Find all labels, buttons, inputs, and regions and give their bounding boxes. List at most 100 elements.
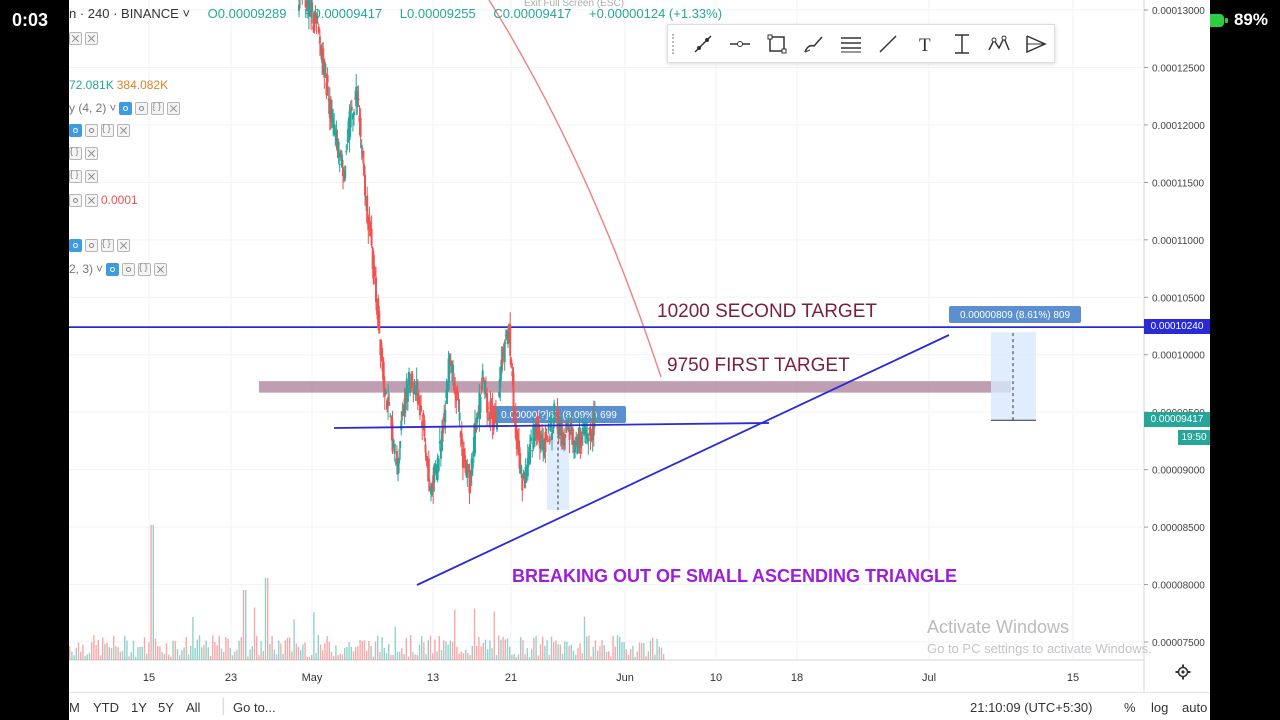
remove-icon[interactable]: [85, 193, 98, 207]
visibility-icon[interactable]: [69, 124, 82, 137]
chevron-down-icon[interactable]: ˅: [109, 101, 117, 115]
remove-icon[interactable]: [154, 262, 168, 276]
volume-bar: [163, 653, 165, 660]
source-code-icon[interactable]: [101, 238, 114, 252]
source-code-icon[interactable]: [101, 123, 114, 137]
candle-body: [532, 426, 535, 449]
arrow-line-tool-icon[interactable]: [684, 25, 721, 62]
candle-body: [587, 437, 590, 442]
volume-bar: [385, 653, 388, 660]
volume-bar: [69, 646, 71, 660]
price-range-tool-icon[interactable]: [943, 25, 980, 62]
volume-bar: [458, 653, 460, 660]
volume-bar: [500, 639, 502, 660]
candle-body: [548, 436, 551, 442]
legend-close: C0.00009417: [493, 6, 572, 21]
candle-body: [326, 75, 329, 83]
volume-bar: [71, 651, 73, 660]
volume-bar: [372, 656, 374, 660]
volume-bar: [374, 641, 377, 660]
range-button-all[interactable]: All: [186, 700, 201, 715]
rectangle-tool-icon[interactable]: [758, 25, 795, 62]
remove-icon[interactable]: [117, 239, 130, 252]
parallel-lines-tool-icon[interactable]: [832, 25, 869, 62]
visibility-icon[interactable]: [119, 101, 133, 115]
utc-clock[interactable]: 21:10:09 (UTC+5:30): [970, 700, 1093, 715]
percent-scale-toggle[interactable]: %: [1124, 700, 1136, 715]
goto-date-button[interactable]: Go to...: [233, 700, 276, 715]
volume-bar: [344, 647, 346, 660]
visibility-icon[interactable]: [106, 262, 120, 276]
remove-icon[interactable]: [69, 32, 82, 45]
volume-bar: [317, 635, 319, 660]
text-tool-icon[interactable]: T: [906, 25, 943, 62]
range-button-5y[interactable]: 5Y: [158, 700, 174, 715]
source-code-icon[interactable]: [151, 101, 165, 115]
candle-body: [562, 432, 564, 436]
candle-body: [366, 195, 369, 223]
volume-bar: [99, 655, 102, 660]
volume-bar: [187, 654, 190, 660]
range-button-ytd[interactable]: YTD: [93, 700, 119, 715]
remove-icon[interactable]: [117, 124, 130, 137]
settings-icon[interactable]: [135, 101, 149, 115]
gear-icon[interactable]: [1175, 664, 1191, 680]
candle-body: [367, 218, 370, 231]
auto-scale-toggle[interactable]: auto: [1182, 700, 1208, 715]
visibility-icon[interactable]: [69, 239, 82, 252]
candle-body: [316, 22, 319, 24]
candle-body: [359, 118, 362, 137]
volume-bar: [465, 649, 467, 660]
source-code-icon[interactable]: [69, 169, 82, 183]
volume-bar: [315, 653, 317, 660]
remove-icon[interactable]: [167, 101, 181, 115]
candle-body: [521, 474, 524, 491]
source-code-icon[interactable]: [69, 146, 82, 160]
volume-bar: [132, 640, 135, 660]
brush-tool-icon[interactable]: [795, 25, 832, 62]
price-tick-label: 0.00007500: [1152, 638, 1205, 649]
trend-line-tool-icon[interactable]: [869, 25, 906, 62]
range-button-1y[interactable]: 1Y: [131, 700, 147, 715]
candle-body: [298, 4, 300, 11]
volume-bar: [601, 640, 603, 660]
horizontal-ray-tool-icon[interactable]: [721, 25, 758, 62]
candle-body: [584, 423, 586, 435]
candle-body: [377, 298, 380, 328]
source-code-icon[interactable]: [138, 262, 152, 276]
volume-bar: [440, 650, 443, 660]
pattern-tool-icon[interactable]: [980, 25, 1017, 62]
symbol-dropdown-icon[interactable]: ˅: [182, 6, 191, 21]
price-tick-label: 0.00013000: [1152, 6, 1205, 17]
remove-icon[interactable]: [85, 170, 98, 183]
settings-icon[interactable]: [85, 239, 98, 252]
candle-body: [414, 391, 417, 395]
toolbar-drag-handle[interactable]: [672, 33, 684, 54]
settings-icon[interactable]: [85, 124, 98, 137]
candle-body: [553, 403, 556, 416]
candle-body: [307, 1, 310, 16]
volume-bar: [528, 656, 531, 660]
candle-body: [537, 423, 540, 436]
remove-icon[interactable]: [85, 32, 98, 45]
settings-icon[interactable]: [69, 193, 82, 207]
settings-icon[interactable]: [122, 262, 136, 276]
volume-bar: [198, 635, 201, 660]
candle-body: [401, 412, 404, 416]
volume-bar: [165, 643, 168, 660]
remove-icon[interactable]: [85, 147, 98, 160]
projection-tool-icon[interactable]: [1017, 25, 1054, 62]
log-scale-toggle[interactable]: log: [1151, 700, 1169, 715]
volume-bar: [539, 644, 542, 660]
price-chart[interactable]: 0.00013000 0.00012500 0.00012000 0.00011500…: [69, 0, 1210, 692]
volume-bar: [561, 653, 564, 660]
candle-body: [345, 151, 348, 153]
bottom-toolbar: M YTD 1Y 5Y All | Go to... 21:10:09 (UTC…: [69, 692, 1210, 720]
chevron-down-icon[interactable]: ˅: [96, 262, 104, 276]
candle-body: [376, 306, 379, 315]
volume-bar: [610, 656, 612, 660]
exit-fullscreen-hint[interactable]: Exit Full Screen (ESC): [524, 0, 625, 9]
range-button-m[interactable]: M: [69, 700, 80, 715]
symbol-name[interactable]: n · 240 · BINANCE: [69, 6, 179, 21]
candle-body: [466, 464, 469, 478]
